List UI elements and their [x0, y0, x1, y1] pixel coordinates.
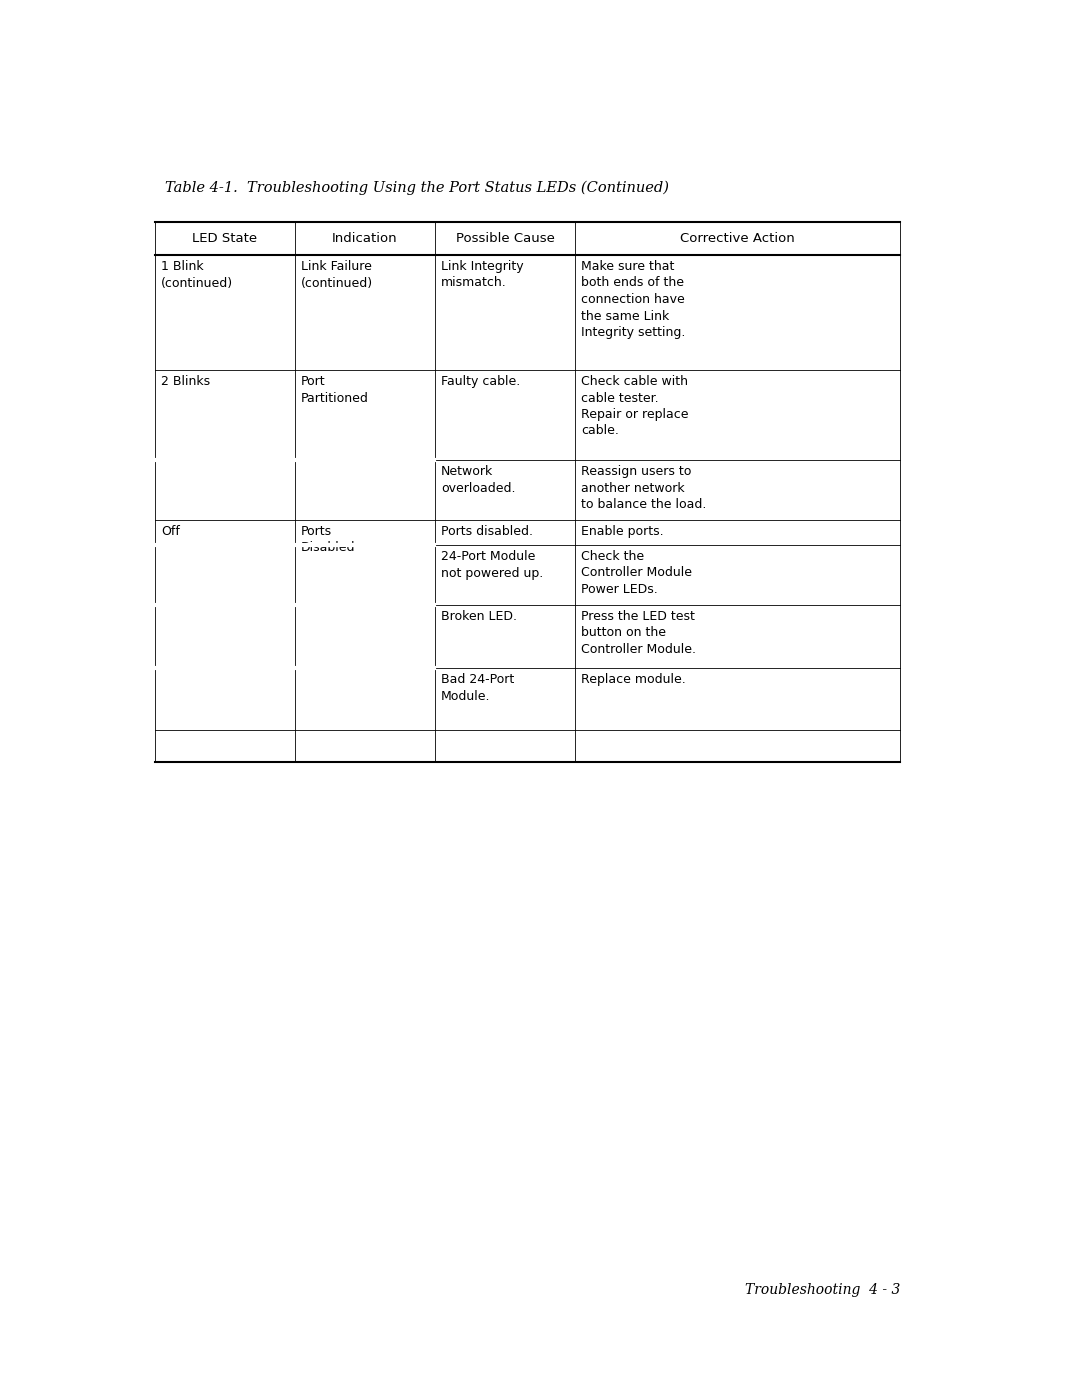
Text: Corrective Action: Corrective Action: [680, 232, 795, 244]
Text: Make sure that
both ends of the
connection have
the same Link
Integrity setting.: Make sure that both ends of the connecti…: [581, 260, 686, 339]
Text: Replace module.: Replace module.: [581, 673, 686, 686]
Text: 24-Port Module
not powered up.: 24-Port Module not powered up.: [441, 550, 543, 580]
Text: Ports disabled.: Ports disabled.: [441, 525, 534, 538]
Text: Off: Off: [161, 525, 180, 538]
Text: Table 4-1.  Troubleshooting Using the Port Status LEDs (Continued): Table 4-1. Troubleshooting Using the Por…: [165, 180, 669, 196]
Text: Check cable with
cable tester.
Repair or replace
cable.: Check cable with cable tester. Repair or…: [581, 374, 689, 437]
Text: Check the
Controller Module
Power LEDs.: Check the Controller Module Power LEDs.: [581, 550, 692, 597]
Text: Bad 24-Port
Module.: Bad 24-Port Module.: [441, 673, 514, 703]
Text: Ports
Disabled: Ports Disabled: [301, 525, 355, 555]
Text: Port
Partitioned: Port Partitioned: [301, 374, 369, 405]
Text: 2 Blinks: 2 Blinks: [161, 374, 211, 388]
Text: Troubleshooting  4 - 3: Troubleshooting 4 - 3: [744, 1282, 900, 1296]
Text: 1 Blink
(continued): 1 Blink (continued): [161, 260, 233, 289]
Text: Reassign users to
another network
to balance the load.: Reassign users to another network to bal…: [581, 465, 706, 511]
Text: Enable ports.: Enable ports.: [581, 525, 663, 538]
Text: Indication: Indication: [333, 232, 397, 244]
Text: Network
overloaded.: Network overloaded.: [441, 465, 515, 495]
Text: Link Integrity
mismatch.: Link Integrity mismatch.: [441, 260, 524, 289]
Text: Link Failure
(continued): Link Failure (continued): [301, 260, 373, 289]
Text: Broken LED.: Broken LED.: [441, 610, 517, 623]
Text: Faulty cable.: Faulty cable.: [441, 374, 521, 388]
Text: Press the LED test
button on the
Controller Module.: Press the LED test button on the Control…: [581, 610, 696, 657]
Text: LED State: LED State: [192, 232, 257, 244]
Text: Possible Cause: Possible Cause: [456, 232, 554, 244]
